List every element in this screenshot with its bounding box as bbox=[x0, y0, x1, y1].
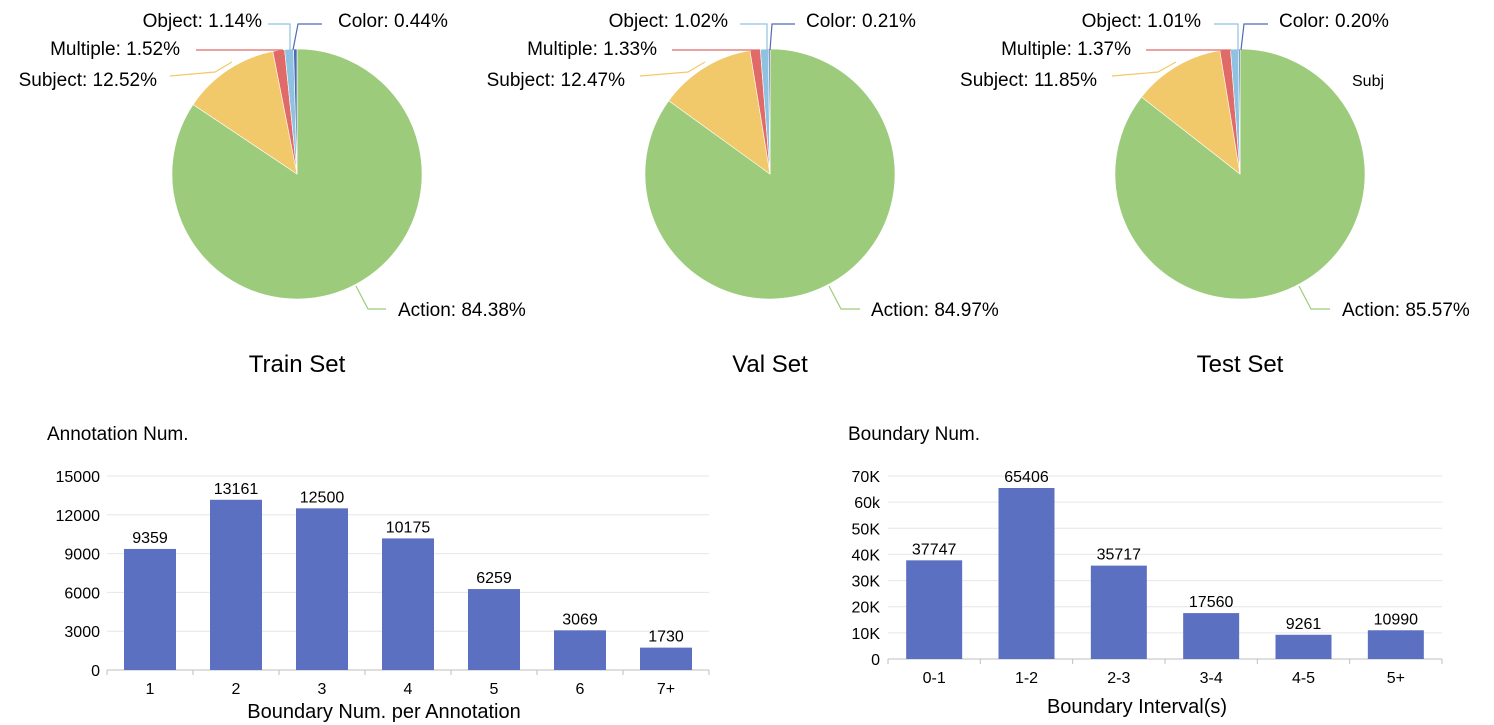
bar bbox=[296, 508, 348, 670]
leader-line-action bbox=[1298, 285, 1330, 310]
y-tick-label: 3000 bbox=[64, 624, 100, 641]
stray-label: Subj bbox=[1352, 73, 1384, 90]
slice-label-object: Object: 1.01% bbox=[1082, 11, 1201, 32]
bar-value-label: 13161 bbox=[214, 481, 259, 498]
leader-line-subject bbox=[1111, 61, 1177, 77]
bar-value-label: 35717 bbox=[1097, 547, 1142, 564]
y-tick-label: 20K bbox=[852, 600, 881, 617]
chart-title: Boundary Num. bbox=[848, 424, 980, 445]
x-tick-label: 7+ bbox=[657, 681, 675, 698]
bar-value-label: 3069 bbox=[562, 611, 598, 628]
bar bbox=[1367, 630, 1424, 659]
bar-value-label: 37747 bbox=[912, 541, 957, 558]
pie-chart-val-set: Action: 84.97% Subject: 12.47% Multiple: 1… bbox=[487, 11, 999, 378]
slice-label-multiple: Multiple: 1.52% bbox=[50, 39, 180, 60]
bar bbox=[210, 499, 262, 670]
bar-value-label: 6259 bbox=[476, 570, 512, 587]
y-tick-label: 40K bbox=[852, 547, 881, 564]
y-tick-label: 30K bbox=[852, 574, 881, 591]
leader-line-action bbox=[355, 285, 386, 310]
x-tick-label: 0-1 bbox=[923, 670, 946, 687]
y-tick-label: 12000 bbox=[56, 508, 101, 525]
leader-line-action bbox=[828, 285, 860, 310]
slice-label-action: Action: 85.57% bbox=[1342, 300, 1470, 321]
x-tick-label: 5 bbox=[490, 681, 499, 698]
leader-line-subject bbox=[639, 61, 706, 77]
slice-label-subject: Subject: 12.52% bbox=[19, 70, 157, 91]
y-tick-label: 15000 bbox=[56, 469, 101, 486]
x-axis-label: Boundary Num. per Annotation bbox=[247, 701, 521, 723]
pie-title: Val Set bbox=[732, 351, 808, 378]
bar-value-label: 17560 bbox=[1189, 594, 1234, 611]
bar-value-label: 12500 bbox=[300, 489, 345, 506]
bar bbox=[1275, 634, 1332, 659]
bar-value-label: 10175 bbox=[386, 519, 431, 536]
bar bbox=[1090, 565, 1147, 659]
leader-line-object bbox=[1214, 23, 1239, 50]
x-tick-label: 5+ bbox=[1387, 670, 1405, 687]
bar-chart-0: 0 3000 6000 9000 12000 15000 9359 1 13161 2 12500 3… bbox=[47, 424, 710, 723]
bar bbox=[1183, 613, 1240, 659]
slice-label-color: Color: 0.44% bbox=[338, 11, 448, 32]
y-tick-label: 6000 bbox=[64, 585, 100, 602]
slice-label-subject: Subject: 11.85% bbox=[960, 70, 1097, 91]
y-tick-label: 0 bbox=[871, 652, 880, 669]
leader-line-color bbox=[292, 23, 322, 51]
leader-line-object bbox=[268, 23, 291, 50]
bar-value-label: 65406 bbox=[1004, 469, 1049, 486]
x-tick-label: 3-4 bbox=[1200, 670, 1223, 687]
bar bbox=[906, 560, 963, 659]
bar bbox=[124, 548, 176, 670]
bar bbox=[640, 647, 692, 670]
slice-label-action: Action: 84.38% bbox=[398, 300, 526, 321]
slice-label-multiple: Multiple: 1.33% bbox=[527, 39, 657, 60]
slice-label-action: Action: 84.97% bbox=[871, 300, 999, 321]
y-tick-label: 9000 bbox=[64, 547, 100, 564]
y-tick-label: 50K bbox=[852, 521, 881, 538]
slice-label-multiple: Multiple: 1.37% bbox=[1001, 39, 1131, 60]
bar-value-label: 1730 bbox=[648, 629, 684, 646]
slice-label-object: Object: 1.02% bbox=[609, 11, 728, 32]
y-tick-label: 60k bbox=[854, 495, 881, 512]
pie-slice-action bbox=[171, 48, 423, 300]
x-tick-label: 2 bbox=[232, 681, 241, 698]
pie-slice-subject bbox=[192, 51, 298, 175]
bar bbox=[554, 630, 606, 670]
pie-chart-test-set: Action: 85.57% Subject: 11.85% Multiple: 1… bbox=[960, 11, 1470, 378]
bar bbox=[468, 589, 520, 670]
pie-chart-train-set: Action: 84.38% Subject: 12.52% Multiple: 1… bbox=[19, 11, 526, 378]
leader-line-color bbox=[1240, 23, 1268, 51]
pie-slice-action bbox=[1114, 48, 1366, 300]
bar bbox=[382, 538, 434, 670]
slice-label-subject: Subject: 12.47% bbox=[487, 70, 625, 91]
y-tick-label: 10K bbox=[852, 626, 881, 643]
x-tick-label: 4-5 bbox=[1292, 670, 1315, 687]
leader-line-color bbox=[769, 23, 795, 51]
slice-label-color: Color: 0.20% bbox=[1279, 11, 1389, 32]
pie-title: Train Set bbox=[249, 351, 346, 378]
x-axis-label: Boundary Interval(s) bbox=[1047, 696, 1227, 718]
bar-value-label: 9261 bbox=[1286, 616, 1322, 633]
bar bbox=[998, 488, 1055, 659]
pie-title: Test Set bbox=[1197, 351, 1284, 378]
y-tick-label: 70K bbox=[852, 469, 881, 486]
leader-line-object bbox=[740, 23, 768, 50]
y-tick-label: 0 bbox=[91, 663, 100, 680]
bar-value-label: 9359 bbox=[132, 530, 168, 547]
bar-chart-1: 0 10K 20K 30K 40K 50K 60k 70K 37747 0-1 65406 1-2 35… bbox=[848, 424, 1443, 718]
slice-label-object: Object: 1.14% bbox=[143, 11, 262, 32]
x-tick-label: 3 bbox=[318, 681, 327, 698]
pie-slice-subject bbox=[668, 50, 771, 175]
leader-line-subject bbox=[169, 61, 233, 77]
bar-value-label: 10990 bbox=[1374, 611, 1419, 628]
x-tick-label: 1 bbox=[146, 681, 155, 698]
x-tick-label: 2-3 bbox=[1107, 670, 1130, 687]
x-tick-label: 6 bbox=[576, 681, 585, 698]
slice-label-color: Color: 0.21% bbox=[806, 11, 916, 32]
x-tick-label: 4 bbox=[404, 681, 413, 698]
chart-title: Annotation Num. bbox=[47, 424, 189, 445]
x-tick-label: 1-2 bbox=[1015, 670, 1038, 687]
pie-slice-subject bbox=[1141, 50, 1241, 175]
